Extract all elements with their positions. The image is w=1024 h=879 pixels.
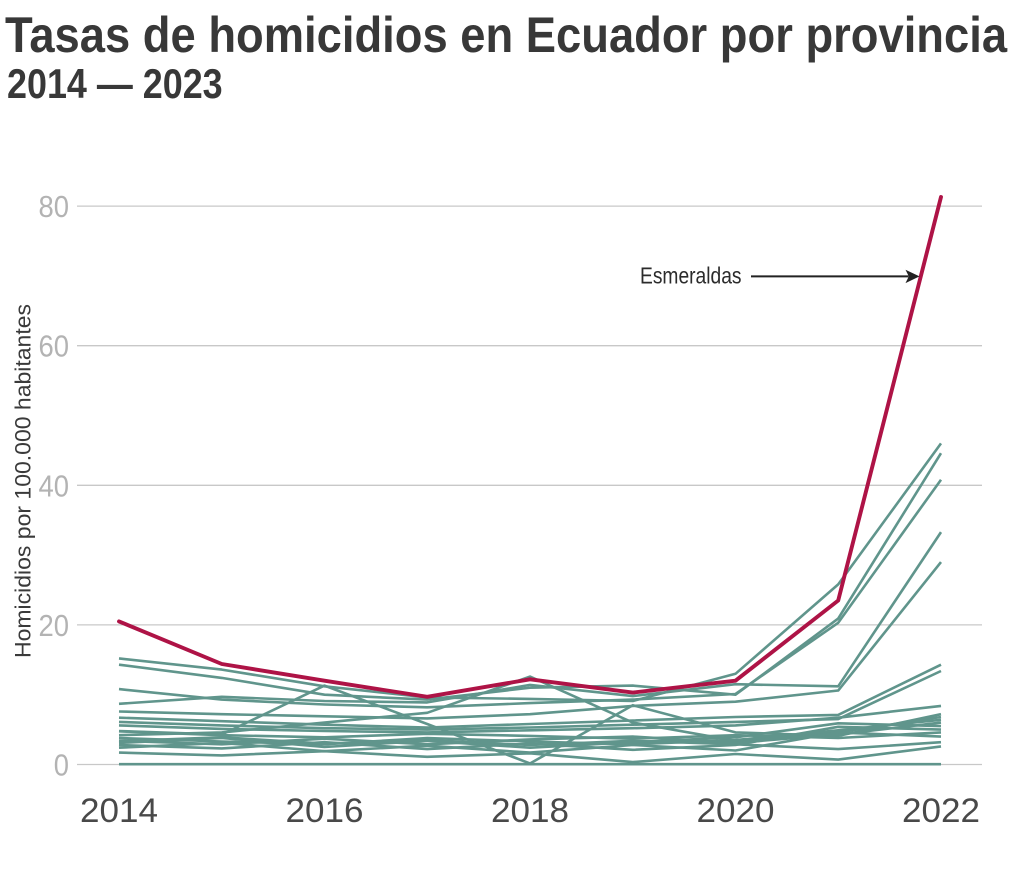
- svg-text:Esmeraldas: Esmeraldas: [640, 263, 742, 289]
- svg-text:Homicidios por 100.000 habitan: Homicidios por 100.000 habitantes: [11, 304, 36, 658]
- svg-text:0: 0: [54, 748, 69, 783]
- svg-text:2018: 2018: [491, 792, 569, 830]
- svg-text:2020: 2020: [697, 792, 775, 830]
- svg-text:20: 20: [39, 608, 70, 643]
- svg-text:2022: 2022: [902, 792, 980, 830]
- svg-text:40: 40: [39, 468, 70, 503]
- svg-text:2016: 2016: [286, 792, 364, 830]
- svg-text:60: 60: [39, 329, 70, 364]
- svg-text:2014: 2014: [80, 792, 158, 830]
- svg-text:80: 80: [39, 189, 70, 224]
